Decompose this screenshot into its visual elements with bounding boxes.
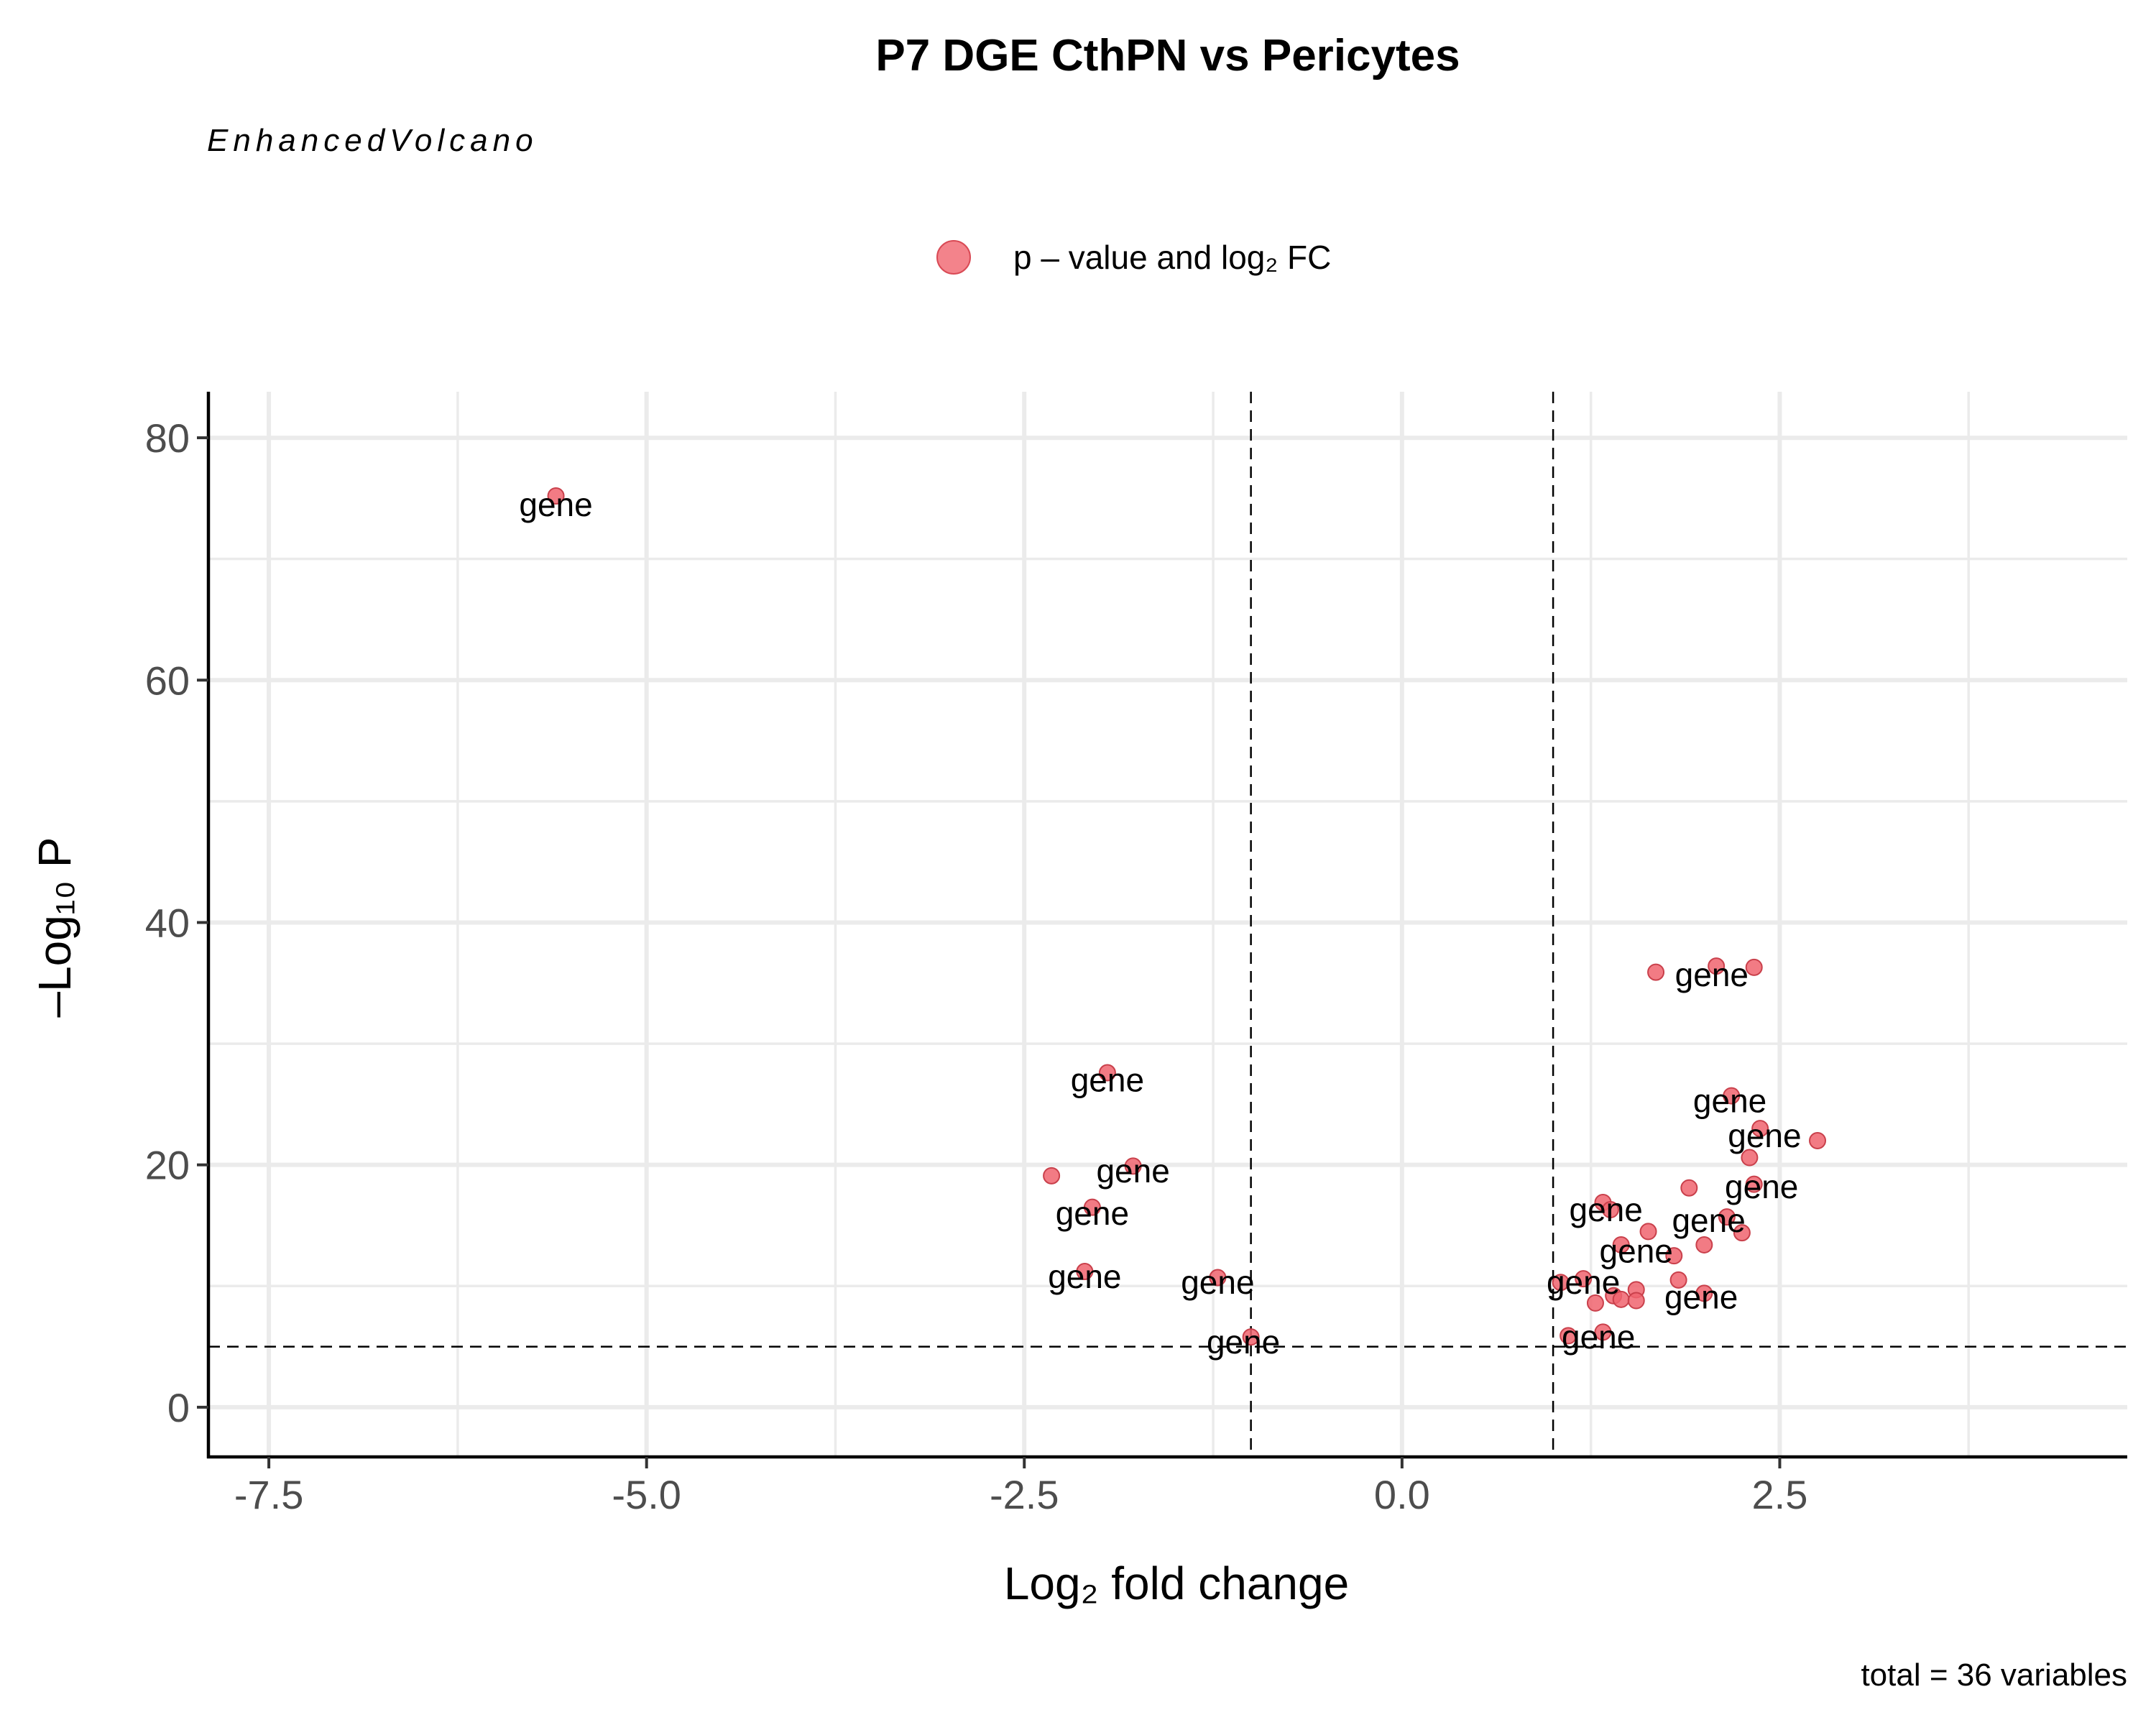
point-label: gene [1675, 956, 1749, 993]
x-tick-label: -5.0 [612, 1472, 681, 1517]
chart-title: P7 DGE CthPN vs Pericytes [875, 31, 1460, 80]
point-label: gene [1207, 1323, 1280, 1361]
data-point [1695, 1236, 1713, 1254]
point-label: gene [1672, 1202, 1745, 1239]
point-label: gene [1071, 1062, 1144, 1099]
data-point [1586, 1294, 1604, 1312]
data-point [1809, 1131, 1827, 1149]
x-tick-label: -2.5 [990, 1472, 1059, 1517]
data-point [1680, 1179, 1698, 1197]
grid [208, 392, 2127, 1457]
point-label: gene [1056, 1195, 1129, 1232]
x-tick-label: -7.5 [234, 1472, 304, 1517]
x-axis-title: Log₂ fold change [1004, 1558, 1349, 1609]
data-point [1209, 1269, 1227, 1287]
legend-label: p – value and log₂ FC [1013, 239, 1331, 276]
y-tick-label: 40 [145, 900, 190, 945]
data-point [1098, 1064, 1116, 1082]
point-label: gene [1664, 1278, 1738, 1315]
point-label: gene [1096, 1152, 1169, 1190]
data-point [1043, 1167, 1061, 1184]
point-label: gene [1725, 1168, 1798, 1205]
point-label: gene [1181, 1264, 1254, 1301]
data-points [547, 487, 1827, 1346]
data-point [1552, 1274, 1570, 1292]
data-point [1083, 1198, 1101, 1216]
caption: total = 36 variables [1861, 1657, 2127, 1693]
chart-subtitle: EnhancedVolcano [207, 123, 538, 158]
data-point [1575, 1270, 1593, 1288]
point-label: gene [1048, 1258, 1121, 1295]
point-label: gene [1600, 1232, 1673, 1269]
point-label: gene [1693, 1082, 1766, 1119]
data-point [1076, 1263, 1094, 1281]
y-axis-title: –Log₁₀ P [29, 837, 80, 1018]
data-point [1695, 1284, 1713, 1302]
point-label: gene [1570, 1191, 1643, 1228]
data-point [1751, 1120, 1769, 1138]
data-point [1124, 1157, 1142, 1175]
point-label: gene [1728, 1117, 1801, 1154]
data-point [1639, 1223, 1657, 1241]
data-point [1718, 1208, 1736, 1226]
legend-swatch [936, 240, 971, 275]
data-point [1627, 1292, 1645, 1310]
legend: p – value and log₂ FC [936, 239, 1331, 276]
data-point [1708, 957, 1726, 975]
data-point [1733, 1224, 1751, 1242]
data-point [1665, 1247, 1683, 1265]
data-point [1242, 1328, 1260, 1346]
data-point [1612, 1236, 1630, 1254]
x-tick-label: 0.0 [1374, 1472, 1430, 1517]
axes: -7.5 -5.0 -2.5 0.0 2.5 0 20 40 60 80 [145, 392, 2127, 1517]
y-tick-label: 80 [145, 415, 190, 461]
y-tick-label: 0 [167, 1385, 190, 1430]
point-label: gene [1562, 1318, 1635, 1356]
data-point [1745, 958, 1763, 976]
data-point [1601, 1201, 1619, 1219]
y-tick-label: 60 [145, 658, 190, 703]
data-point [1560, 1327, 1577, 1345]
x-tick-label: 2.5 [1752, 1472, 1808, 1517]
data-point [1647, 963, 1665, 981]
data-point [1723, 1087, 1741, 1105]
point-label: gene [1547, 1264, 1620, 1301]
y-tick-label: 20 [145, 1143, 190, 1188]
data-point [1594, 1323, 1612, 1341]
data-point [1669, 1271, 1687, 1289]
data-point [547, 487, 565, 505]
data-point [1745, 1175, 1763, 1193]
data-point [1741, 1149, 1759, 1167]
point-label: gene [519, 486, 592, 523]
